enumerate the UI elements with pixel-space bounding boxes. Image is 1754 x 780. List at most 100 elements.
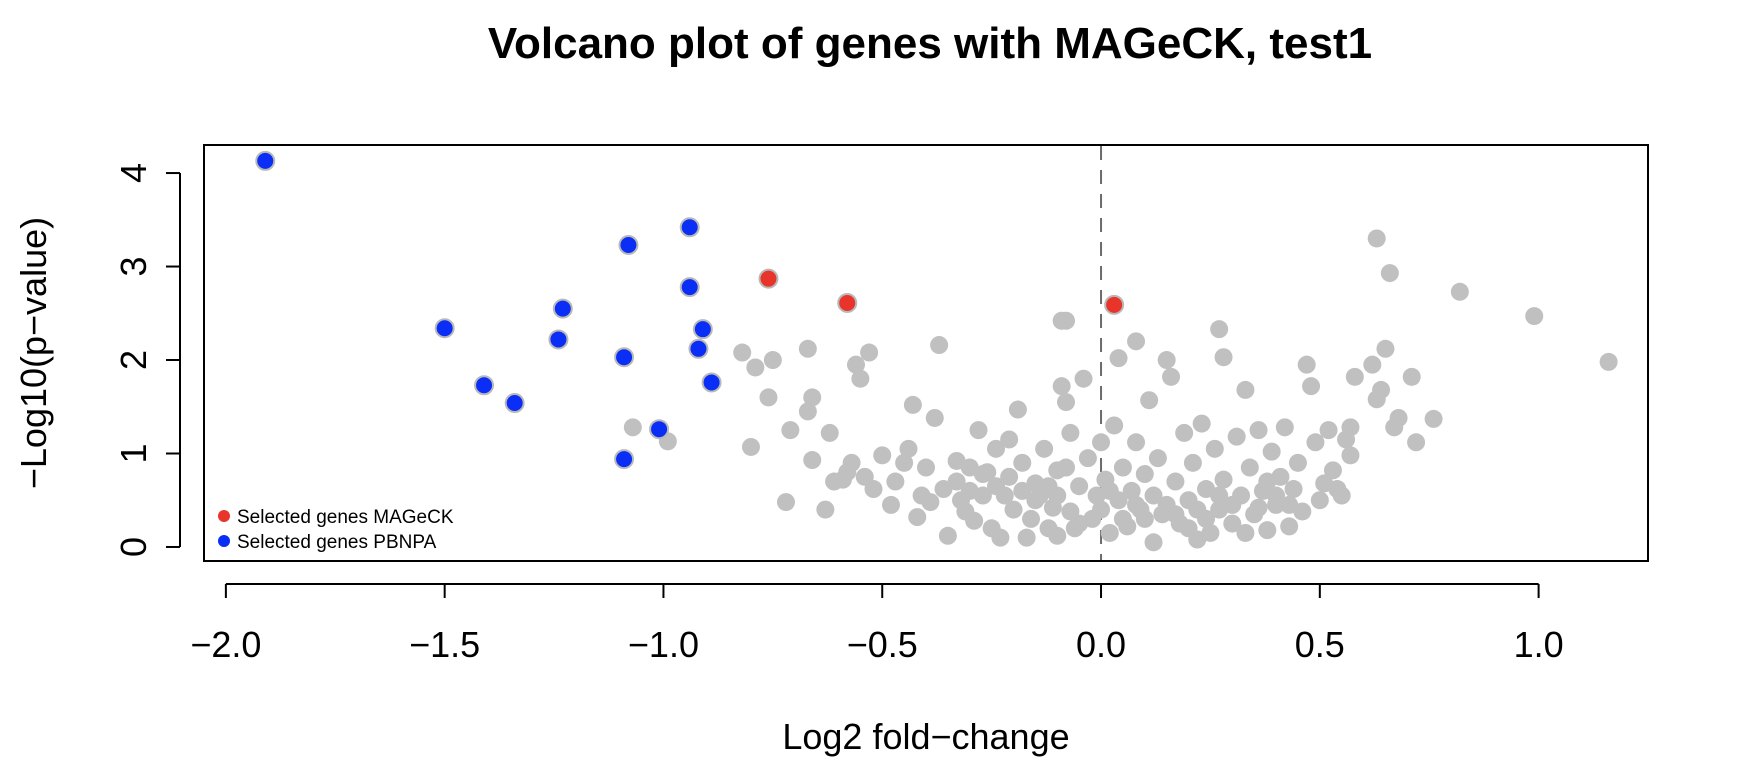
- gene-point: [1061, 423, 1080, 442]
- y-tick-label: 1: [113, 443, 154, 463]
- gene-point: [930, 336, 949, 355]
- gene-point: [1284, 480, 1303, 499]
- y-tick-label: 4: [113, 163, 154, 183]
- gene-point: [851, 369, 870, 388]
- gene-point: [1166, 472, 1185, 491]
- gene-point: [1258, 472, 1277, 491]
- gene-point: [1214, 470, 1233, 489]
- x-tick-label: −2.0: [190, 624, 261, 665]
- gene-point: [987, 477, 1006, 496]
- gene-point: [1341, 418, 1360, 437]
- legend: Selected genes MAGeCK Selected genes PBNP…: [218, 507, 454, 553]
- pbnpa-gene-point: [618, 235, 639, 256]
- gene-point: [1262, 442, 1281, 461]
- y-tick-label: 2: [113, 350, 154, 370]
- gene-point: [1280, 495, 1299, 514]
- gene-point: [1376, 339, 1395, 358]
- gene-point: [1057, 311, 1076, 330]
- gene-point: [1092, 433, 1111, 452]
- pbnpa-gene-point: [692, 319, 713, 340]
- pbnpa-gene-point: [548, 329, 569, 350]
- gene-point: [1310, 491, 1329, 510]
- gene-point: [895, 453, 914, 472]
- gene-point: [803, 388, 822, 407]
- plot-area: [255, 146, 1618, 560]
- gene-point: [1140, 391, 1159, 410]
- gene-point: [1297, 355, 1316, 374]
- pbnpa-gene-point: [614, 347, 635, 368]
- gene-point: [1240, 458, 1259, 477]
- gene-point: [1175, 423, 1194, 442]
- gene-point: [1223, 514, 1242, 533]
- gene-point: [1210, 486, 1229, 505]
- gene-point: [1214, 348, 1233, 367]
- gene-point: [1205, 439, 1224, 458]
- mageck-gene-point: [837, 292, 858, 313]
- gene-point: [1192, 414, 1211, 433]
- gene-point: [987, 439, 1006, 458]
- mageck-gene-point: [1104, 294, 1125, 315]
- gene-point: [1135, 509, 1154, 528]
- gene-point: [860, 343, 879, 362]
- gene-point: [1179, 519, 1198, 538]
- gene-point: [741, 437, 760, 456]
- gene-point: [1249, 498, 1268, 517]
- gene-point: [798, 339, 817, 358]
- gene-point: [969, 421, 988, 440]
- gene-point: [965, 511, 984, 530]
- gene-point: [1332, 486, 1351, 505]
- gene-point: [855, 467, 874, 486]
- gene-point: [908, 508, 927, 527]
- pbnpa-gene-point: [255, 150, 276, 171]
- gene-point: [921, 493, 940, 512]
- gene-point: [1450, 282, 1469, 301]
- gene-point: [1026, 491, 1045, 510]
- gene-point: [1363, 355, 1382, 374]
- legend-marker: [218, 510, 230, 522]
- gene-point: [1249, 421, 1268, 440]
- gene-point: [1236, 380, 1255, 399]
- gene-point: [873, 446, 892, 465]
- pbnpa-gene-point: [688, 338, 709, 359]
- gene-point: [816, 500, 835, 519]
- legend-label: Selected genes PBNPA: [237, 532, 437, 553]
- gene-point: [899, 439, 918, 458]
- gene-point: [820, 423, 839, 442]
- pbnpa-gene-point: [649, 419, 670, 440]
- pbnpa-gene-point: [701, 372, 722, 393]
- gene-point: [1022, 509, 1041, 528]
- pbnpa-gene-point: [679, 277, 700, 298]
- gene-point: [1201, 523, 1220, 542]
- gene-point: [1013, 453, 1032, 472]
- x-tick-label: 0.0: [1076, 624, 1126, 665]
- gene-point: [1144, 486, 1163, 505]
- gene-point: [1319, 421, 1338, 440]
- gene-point: [1100, 481, 1119, 500]
- gene-point: [1402, 367, 1421, 386]
- gene-point: [1070, 477, 1089, 496]
- x-tick-label: −1.0: [628, 624, 699, 665]
- gene-point: [1074, 369, 1093, 388]
- x-tick-label: −0.5: [847, 624, 918, 665]
- pbnpa-gene-point: [679, 217, 700, 238]
- gene-point: [1113, 458, 1132, 477]
- gene-point: [1166, 505, 1185, 524]
- x-tick-label: −1.5: [409, 624, 480, 665]
- gene-point: [1367, 229, 1386, 248]
- gene-point: [1127, 433, 1146, 452]
- axes: −2.0 −1.5 −1.0 −0.5 0.0 0.5 1.0 0 1 2 3 4: [113, 163, 1564, 665]
- gene-point: [1525, 307, 1544, 326]
- y-tick-label: 3: [113, 257, 154, 277]
- gene-point: [798, 402, 817, 421]
- gene-point: [1000, 430, 1019, 449]
- gene-point: [991, 528, 1010, 547]
- gene-point: [1017, 528, 1036, 547]
- gene-point: [1057, 393, 1076, 412]
- gene-point: [1052, 377, 1071, 396]
- y-tick-label: 0: [113, 537, 154, 557]
- gene-point: [1048, 486, 1067, 505]
- gene-point: [1135, 465, 1154, 484]
- gene-point: [838, 463, 857, 482]
- gene-point: [1162, 367, 1181, 386]
